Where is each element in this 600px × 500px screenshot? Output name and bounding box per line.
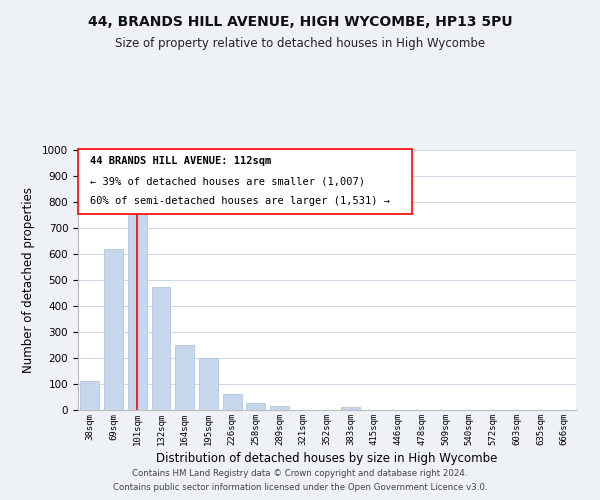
Bar	[104, 249, 123, 410]
Bar	[152, 286, 170, 410]
Bar	[199, 358, 218, 410]
Text: Contains HM Land Registry data © Crown copyright and database right 2024.: Contains HM Land Registry data © Crown c…	[132, 468, 468, 477]
Text: 60% of semi-detached houses are larger (1,531) →: 60% of semi-detached houses are larger (…	[91, 196, 391, 205]
Text: Contains public sector information licensed under the Open Government Licence v3: Contains public sector information licen…	[113, 484, 487, 492]
Bar	[128, 202, 147, 410]
Bar	[223, 394, 242, 410]
FancyBboxPatch shape	[78, 148, 412, 214]
X-axis label: Distribution of detached houses by size in High Wycombe: Distribution of detached houses by size …	[157, 452, 497, 465]
Bar	[175, 345, 194, 410]
Text: ← 39% of detached houses are smaller (1,007): ← 39% of detached houses are smaller (1,…	[91, 176, 365, 186]
Text: 44 BRANDS HILL AVENUE: 112sqm: 44 BRANDS HILL AVENUE: 112sqm	[91, 156, 272, 166]
Bar	[341, 408, 360, 410]
Bar	[247, 402, 265, 410]
Bar	[80, 382, 100, 410]
Y-axis label: Number of detached properties: Number of detached properties	[22, 187, 35, 373]
Bar	[270, 406, 289, 410]
Text: Size of property relative to detached houses in High Wycombe: Size of property relative to detached ho…	[115, 38, 485, 51]
Text: 44, BRANDS HILL AVENUE, HIGH WYCOMBE, HP13 5PU: 44, BRANDS HILL AVENUE, HIGH WYCOMBE, HP…	[88, 15, 512, 29]
